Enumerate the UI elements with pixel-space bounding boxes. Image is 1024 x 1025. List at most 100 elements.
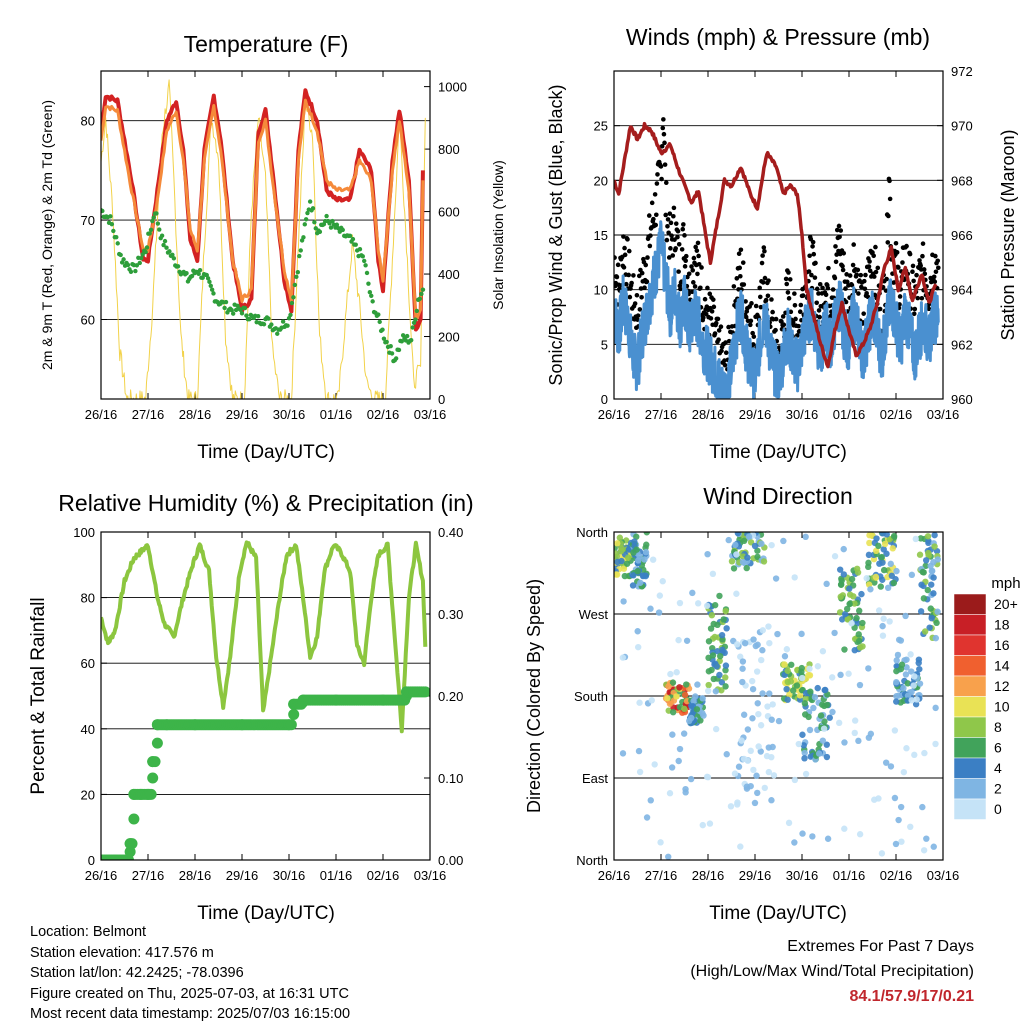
dewpoint-point xyxy=(292,282,298,288)
gust-point xyxy=(686,271,692,277)
y2-tick-label: 964 xyxy=(951,283,973,298)
direction-point xyxy=(705,681,712,689)
direction-point xyxy=(917,535,925,542)
gust-point xyxy=(715,316,721,322)
gust-point xyxy=(863,272,868,278)
direction-point xyxy=(718,679,726,686)
gust-point xyxy=(797,309,803,315)
direction-point xyxy=(733,641,741,648)
gust-point xyxy=(806,269,812,274)
precip-point xyxy=(288,708,300,720)
direction-point xyxy=(711,633,719,641)
gust-point xyxy=(642,285,647,290)
direction-point xyxy=(703,602,711,609)
direction-point xyxy=(648,697,655,704)
direction-point xyxy=(630,549,637,556)
gust-point xyxy=(637,307,643,312)
direction-point xyxy=(819,701,826,708)
direction-point xyxy=(647,605,654,612)
direction-point xyxy=(923,835,930,842)
direction-point xyxy=(761,784,768,792)
precip-point xyxy=(145,788,157,800)
gust-point xyxy=(885,240,891,245)
gust-point xyxy=(634,292,640,298)
direction-point xyxy=(924,586,932,594)
y2-tick-label: 0.40 xyxy=(438,525,463,540)
direction-point xyxy=(783,646,791,653)
dewpoint-point xyxy=(302,222,307,227)
gust-point xyxy=(932,279,938,285)
x-tick-label: 01/16 xyxy=(833,407,866,422)
direction-point xyxy=(931,532,938,539)
direction-point xyxy=(932,634,940,642)
dewpoint-point xyxy=(128,269,134,274)
station-latlon: Station lat/lon: 42.2425; -78.0396 xyxy=(30,965,244,981)
station-elevation: Station elevation: 417.576 m xyxy=(30,944,214,961)
gust-point xyxy=(859,284,864,290)
direction-point xyxy=(795,740,802,748)
legend-label: 14 xyxy=(994,658,1010,674)
x-tick-label: 29/16 xyxy=(226,868,259,883)
y-tick-label: North xyxy=(576,853,608,868)
direction-point xyxy=(924,533,932,540)
direction-point xyxy=(853,614,860,622)
direction-point xyxy=(713,663,720,670)
gust-point xyxy=(800,293,806,298)
direction-point xyxy=(930,590,937,597)
gust-point xyxy=(894,250,900,255)
y2-tick-label: 966 xyxy=(951,228,973,243)
gust-point xyxy=(784,281,790,287)
legend-swatch xyxy=(953,696,987,718)
direction-point xyxy=(714,621,721,629)
direction-point xyxy=(856,607,863,614)
direction-point xyxy=(846,600,853,608)
gust-point xyxy=(710,297,716,302)
dewpoint-point xyxy=(118,252,123,258)
gust-point xyxy=(695,271,700,277)
direction-point xyxy=(823,701,831,709)
direction-point xyxy=(819,737,827,744)
direction-point xyxy=(848,620,855,627)
gust-point xyxy=(786,296,792,301)
plot-area-winds: 26/16 27/16 28/16 29/16 30/16 01/16 02/16 03/16… xyxy=(594,64,973,422)
gust-point xyxy=(624,281,629,287)
direction-point xyxy=(705,638,713,645)
dewpoint-point xyxy=(266,316,271,321)
direction-point xyxy=(768,541,775,549)
precip-point xyxy=(419,686,430,698)
gust-point xyxy=(813,260,818,266)
direction-point xyxy=(848,575,856,583)
direction-point xyxy=(872,547,880,555)
direction-point xyxy=(774,630,781,638)
gust-point xyxy=(658,164,664,169)
gust-point xyxy=(810,244,815,249)
direction-point xyxy=(699,821,706,829)
direction-point xyxy=(814,684,821,692)
dewpoint-point xyxy=(298,248,303,253)
direction-point xyxy=(801,755,808,762)
y2-tick-label: 800 xyxy=(438,142,460,157)
gust-point xyxy=(766,278,771,283)
temperature-y2label: Solar Insolation (Yellow) xyxy=(490,160,506,310)
direction-point xyxy=(784,667,791,674)
direction-point xyxy=(669,679,677,686)
direction-point xyxy=(749,685,757,693)
gust-point xyxy=(636,273,642,279)
direction-point xyxy=(865,563,872,571)
direction-point xyxy=(887,560,894,568)
dewpoint-point xyxy=(121,257,126,262)
dewpoint-point xyxy=(389,351,395,356)
direction-point xyxy=(783,685,790,693)
direction-point xyxy=(878,553,885,561)
direction-point xyxy=(921,749,928,757)
direction-point xyxy=(841,646,848,653)
y2-tick-label: 0.00 xyxy=(438,853,463,868)
dewpoint-point xyxy=(357,246,363,252)
dewpoint-point xyxy=(381,336,387,341)
dewpoint-point xyxy=(289,300,295,306)
y-tick-label: 20 xyxy=(81,787,95,802)
gust-point xyxy=(622,252,628,258)
gust-point xyxy=(844,279,850,285)
gust-point xyxy=(915,295,921,301)
direction-point xyxy=(759,690,766,697)
